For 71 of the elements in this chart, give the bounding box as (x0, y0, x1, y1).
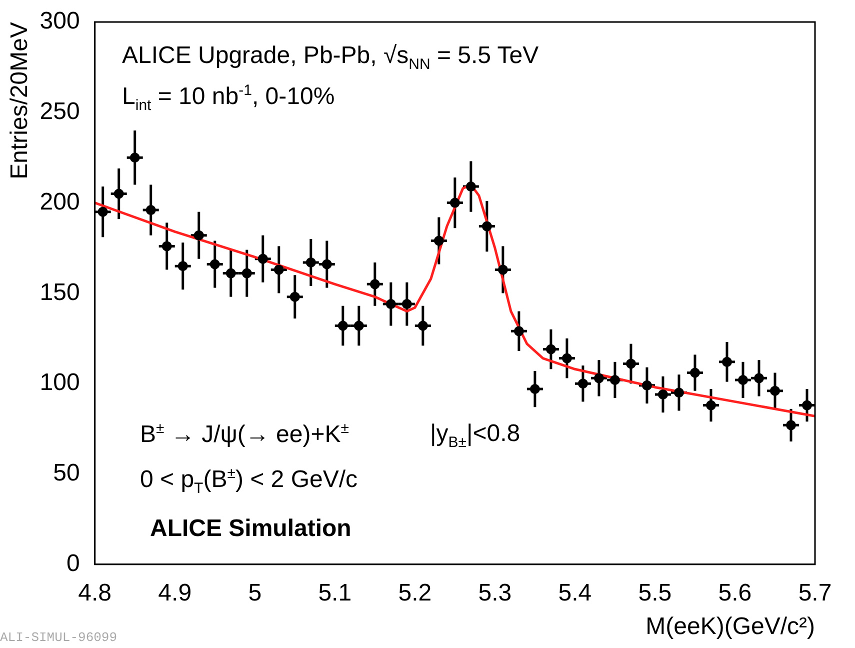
y-tick-label: 50 (53, 460, 80, 487)
annotation: B$^{±}$ → J/ψ(→ ee)+K$^{±}$ (140, 420, 349, 449)
x-tick-label: 5.5 (638, 579, 672, 606)
point (562, 353, 572, 364)
point (642, 380, 652, 390)
x-tick-label: 5.6 (718, 579, 752, 606)
y-tick-label: 250 (40, 98, 80, 126)
y-tick-label: 0 (66, 550, 80, 578)
point (402, 299, 412, 310)
point (114, 188, 124, 199)
point (418, 320, 428, 331)
point (626, 358, 636, 369)
x-tick-label: 5.4 (558, 579, 592, 606)
x-axis-title: M(eeK)(GeV/c²) (646, 613, 815, 640)
x-tick-label: 5 (248, 579, 262, 606)
x-tick-label: 5.2 (398, 579, 432, 606)
point (210, 259, 220, 270)
point (178, 261, 188, 272)
point (802, 400, 812, 410)
point (658, 389, 668, 400)
point (130, 152, 140, 163)
point (754, 373, 764, 384)
point (162, 241, 172, 252)
point (722, 356, 732, 367)
y-tick-label: 300 (40, 8, 80, 35)
point (738, 374, 748, 385)
point (578, 378, 588, 389)
point (146, 205, 156, 216)
annotation: ALICE Simulation (150, 515, 352, 543)
point (322, 259, 332, 270)
x-tick-label: 4.8 (78, 579, 112, 606)
point (370, 279, 380, 290)
x-tick-label: 4.9 (158, 579, 192, 606)
annotation: L$_{int}$ = 10 nb$^{-1}$, 0-10% (122, 82, 335, 114)
point (514, 326, 524, 336)
x-tick-label: 5.3 (478, 579, 512, 606)
point (482, 221, 492, 232)
point (706, 400, 716, 410)
point (466, 182, 476, 192)
point (98, 206, 108, 217)
y-tick-label: 200 (40, 188, 80, 216)
point (610, 374, 620, 385)
annotation: |y$_{B±}$|<0.8 (430, 420, 520, 451)
point (354, 320, 364, 331)
point (194, 230, 204, 240)
point (306, 257, 316, 268)
y-tick-label: 150 (40, 278, 80, 306)
point (690, 368, 700, 378)
point (546, 344, 556, 354)
annotation: 0 < p$_{T}$(B$^{±}$) < 2 GeV/c (140, 465, 358, 497)
point (450, 198, 460, 208)
x-tick-label: 5.1 (318, 579, 352, 606)
y-tick-label: 100 (40, 369, 80, 396)
point (242, 268, 252, 278)
point (434, 236, 444, 246)
point (338, 320, 348, 331)
point (226, 268, 236, 278)
point (770, 386, 780, 396)
point (386, 299, 396, 310)
point (674, 388, 684, 398)
point (290, 292, 300, 302)
y-axis-title: Entries/20MeV (6, 22, 34, 180)
point (786, 420, 796, 430)
point (258, 254, 268, 264)
point (274, 264, 284, 275)
x-tick-label: 5.7 (798, 579, 832, 606)
point (530, 384, 540, 394)
text: ALI-SIMUL-96099 (0, 630, 118, 645)
point (594, 373, 604, 384)
point (498, 264, 508, 275)
annotation: ALICE Upgrade, Pb-Pb, √s$_{NN}$ = 5.5 TeV (122, 42, 539, 73)
